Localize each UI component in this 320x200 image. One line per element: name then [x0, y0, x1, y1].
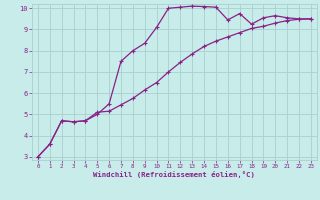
X-axis label: Windchill (Refroidissement éolien,°C): Windchill (Refroidissement éolien,°C)	[93, 171, 255, 178]
